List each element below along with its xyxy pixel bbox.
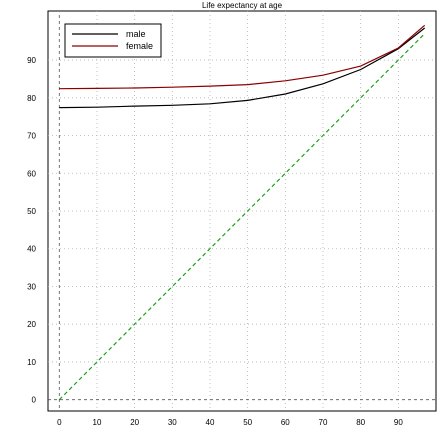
x-tick-label: 80 bbox=[356, 418, 365, 427]
x-tick-label: 30 bbox=[168, 418, 177, 427]
y-tick-label: 20 bbox=[27, 320, 36, 329]
x-tick-label: 50 bbox=[243, 418, 252, 427]
y-tick-label: 0 bbox=[32, 396, 37, 405]
female-series-line bbox=[59, 24, 426, 90]
y-tick-label: 30 bbox=[27, 282, 36, 291]
x-tick-label: 20 bbox=[130, 418, 139, 427]
male-series-line bbox=[59, 27, 426, 109]
x-tick-labels: 0 10 20 30 40 50 60 70 80 90 bbox=[57, 418, 403, 427]
legend-label-male: male bbox=[126, 29, 146, 39]
series-layer bbox=[58, 24, 426, 401]
x-tick-label: 90 bbox=[394, 418, 403, 427]
y-tick-label: 90 bbox=[27, 56, 36, 65]
zero-axes bbox=[48, 15, 436, 411]
y-tick-label: 60 bbox=[27, 169, 36, 178]
y-tick-label: 80 bbox=[27, 94, 36, 103]
x-tick-label: 40 bbox=[206, 418, 215, 427]
reference-series-line bbox=[58, 33, 426, 401]
x-tick-label: 60 bbox=[281, 418, 290, 427]
grid bbox=[48, 11, 436, 411]
legend-label-female: female bbox=[126, 41, 153, 51]
x-tick-label: 10 bbox=[93, 418, 102, 427]
legend: male female bbox=[64, 23, 162, 58]
y-tick-label: 50 bbox=[27, 207, 36, 216]
x-tick-label: 70 bbox=[319, 418, 328, 427]
plot-frame bbox=[47, 10, 437, 412]
chart-title: Life expectancy at age bbox=[202, 1, 283, 10]
x-tick-label: 0 bbox=[57, 418, 62, 427]
y-tick-label: 70 bbox=[27, 132, 36, 141]
y-tick-labels: 0 10 20 30 40 50 60 70 80 90 bbox=[27, 56, 36, 405]
y-tick-label: 40 bbox=[27, 245, 36, 254]
y-tick-label: 10 bbox=[27, 358, 36, 367]
legend-box bbox=[64, 23, 162, 58]
